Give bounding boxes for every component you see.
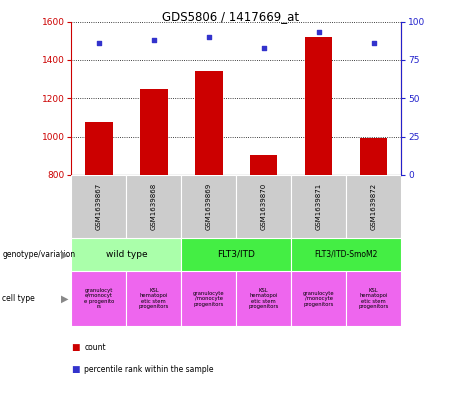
- Bar: [85, 122, 112, 175]
- Bar: [126, 175, 181, 238]
- Text: KSL
hematopoi
etic stem
progenitors: KSL hematopoi etic stem progenitors: [358, 288, 389, 309]
- Bar: [71, 175, 126, 238]
- Text: percentile rank within the sample: percentile rank within the sample: [84, 365, 214, 374]
- Bar: [346, 175, 401, 238]
- Point: [95, 40, 103, 46]
- Text: FLT3/ITD-SmoM2: FLT3/ITD-SmoM2: [314, 250, 378, 259]
- Bar: [140, 89, 168, 175]
- Point: [205, 34, 213, 40]
- Bar: [291, 175, 346, 238]
- Bar: [236, 175, 291, 238]
- Bar: [71, 238, 181, 271]
- Bar: [71, 271, 126, 326]
- Text: granulocyte
/monocyte
progenitors: granulocyte /monocyte progenitors: [193, 291, 225, 307]
- Text: KSL
hematopoi
etic stem
progenitors: KSL hematopoi etic stem progenitors: [248, 288, 279, 309]
- Text: genotype/variation: genotype/variation: [2, 250, 76, 259]
- Text: granulocyte
/monocyte
progenitors: granulocyte /monocyte progenitors: [303, 291, 335, 307]
- Text: GSM1639872: GSM1639872: [371, 183, 377, 230]
- Text: cell type: cell type: [2, 294, 35, 303]
- Text: GDS5806 / 1417669_at: GDS5806 / 1417669_at: [162, 10, 299, 23]
- Text: ■: ■: [71, 343, 80, 352]
- Bar: [346, 271, 401, 326]
- Text: ■: ■: [71, 365, 80, 374]
- Point: [370, 40, 377, 46]
- Point: [315, 29, 322, 35]
- Bar: [305, 37, 332, 175]
- Text: GSM1639869: GSM1639869: [206, 183, 212, 230]
- Text: ▶: ▶: [61, 294, 68, 304]
- Bar: [126, 271, 181, 326]
- Bar: [181, 175, 236, 238]
- Bar: [195, 72, 223, 175]
- Bar: [291, 271, 346, 326]
- Bar: [360, 138, 387, 175]
- Text: wild type: wild type: [106, 250, 147, 259]
- Text: GSM1639870: GSM1639870: [261, 183, 267, 230]
- Text: granulocyt
e/monocyt
e progenito
rs: granulocyt e/monocyt e progenito rs: [84, 288, 114, 309]
- Bar: [236, 271, 291, 326]
- Bar: [181, 238, 291, 271]
- Text: GSM1639868: GSM1639868: [151, 183, 157, 230]
- Bar: [291, 238, 401, 271]
- Text: ▶: ▶: [61, 250, 68, 259]
- Point: [260, 44, 267, 51]
- Text: KSL
hematopoi
etic stem
progenitors: KSL hematopoi etic stem progenitors: [139, 288, 169, 309]
- Bar: [181, 271, 236, 326]
- Text: FLT3/ITD: FLT3/ITD: [217, 250, 255, 259]
- Text: count: count: [84, 343, 106, 352]
- Bar: [250, 155, 278, 175]
- Text: GSM1639867: GSM1639867: [96, 183, 102, 230]
- Text: GSM1639871: GSM1639871: [316, 183, 322, 230]
- Point: [150, 37, 158, 43]
